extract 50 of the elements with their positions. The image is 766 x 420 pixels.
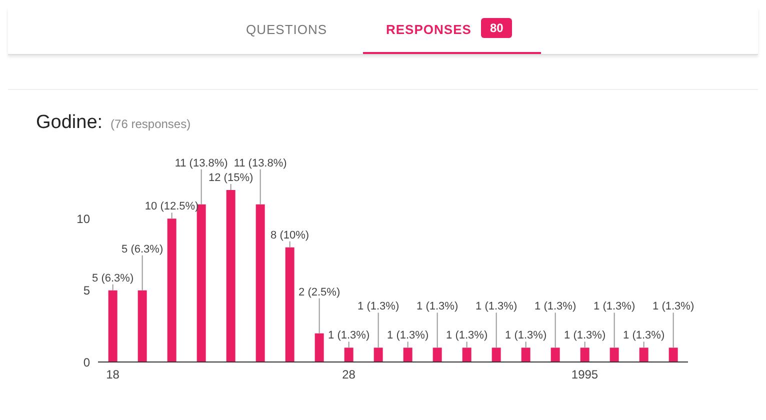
bar [403, 348, 412, 362]
data-label: 1 (1.3%) [328, 330, 370, 342]
bar [344, 348, 354, 362]
bar [374, 348, 383, 362]
y-tick-label: 5 [83, 284, 90, 298]
bar [108, 290, 118, 362]
chart-title: Godine: [36, 112, 103, 134]
data-label: 1 (1.3%) [594, 300, 636, 313]
bar [432, 348, 442, 362]
data-label: 11 (13.8%) [174, 157, 228, 170]
bar [226, 190, 236, 362]
data-label: 2 (2.5%) [298, 286, 340, 298]
y-tick-label: 0 [83, 355, 90, 370]
data-label: 11 (13.8%) [234, 157, 287, 170]
bar [580, 348, 590, 362]
bar [462, 348, 472, 362]
data-label: 1 (1.3%) [446, 330, 488, 342]
bar [285, 247, 294, 362]
data-label: 1 (1.3%) [505, 330, 547, 342]
data-label: 5 (6.3%) [92, 272, 134, 284]
data-label: 1 (1.3%) [534, 300, 576, 313]
data-label: 1 (1.3%) [623, 330, 665, 342]
x-tick-label: 28 [342, 368, 356, 382]
data-label: 1 (1.3%) [387, 330, 429, 342]
x-tick-label: 1995 [571, 368, 598, 382]
bar [196, 204, 206, 362]
bar [167, 218, 176, 362]
text: QUESTIONS [246, 22, 328, 37]
bar [521, 348, 530, 362]
data-label: 1 (1.3%) [652, 300, 694, 313]
bar [668, 348, 678, 362]
y-tick-label: 10 [76, 212, 90, 226]
data-label: 1 (1.3%) [476, 300, 518, 313]
x-tick-label: 18 [106, 368, 120, 382]
data-label: 1 (1.3%) [564, 330, 606, 342]
chart-subtitle: (76 responses) [110, 117, 191, 131]
text: 80 [481, 18, 512, 38]
data-label: 12 (15%) [208, 172, 254, 184]
bar [550, 348, 560, 362]
data-label: 1 (1.3%) [416, 300, 458, 313]
data-label: 5 (6.3%) [122, 243, 164, 256]
bar [138, 290, 147, 362]
data-label: 1 (1.3%) [358, 300, 400, 313]
text: RESPONSES [386, 22, 472, 37]
bar [610, 348, 619, 362]
bar [492, 348, 501, 362]
data-label: 8 (10%) [270, 229, 310, 242]
bar [256, 204, 265, 362]
bar [314, 333, 324, 362]
bar [639, 348, 648, 362]
